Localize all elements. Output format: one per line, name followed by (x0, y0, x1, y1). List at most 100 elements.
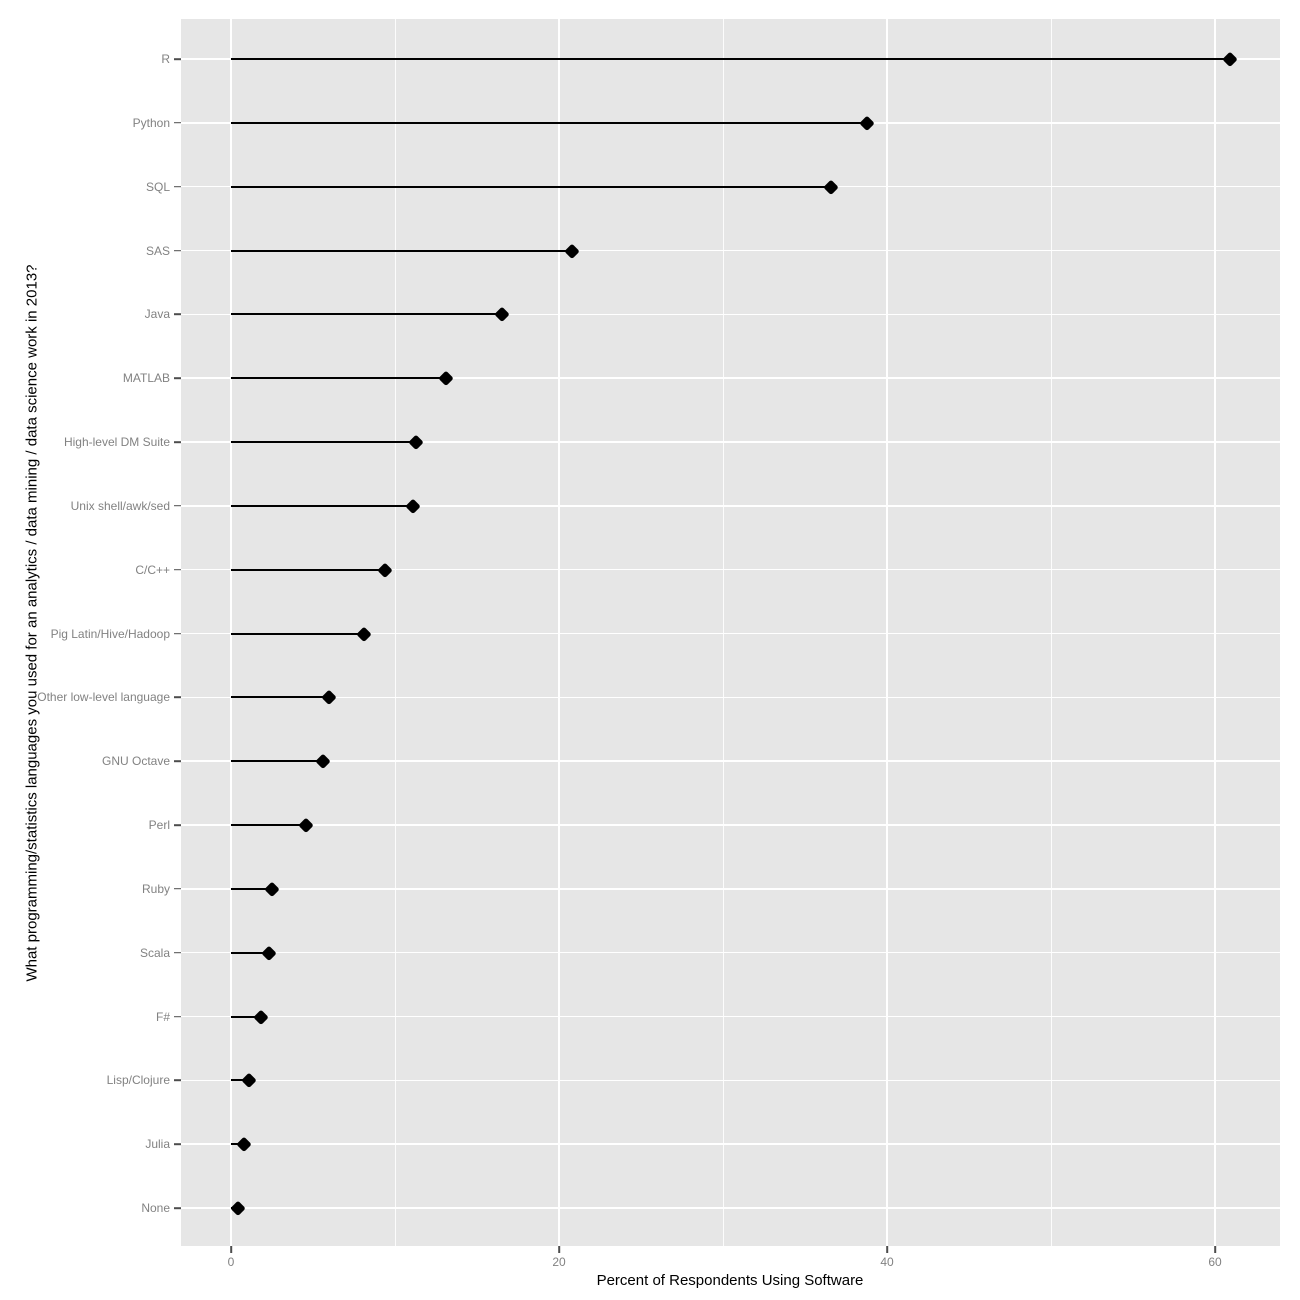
lollipop-dot (299, 817, 314, 833)
gridline-vertical-minor (1051, 19, 1052, 1246)
y-axis-tick-mark (174, 1207, 181, 1209)
y-axis-label: Java (144, 307, 170, 322)
y-axis-label: None (141, 1201, 170, 1215)
lollipop-dot (253, 1009, 268, 1024)
y-axis-tick-mark (174, 1015, 181, 1018)
y-axis-tick-mark (174, 505, 181, 507)
gridline-vertical-major (886, 19, 888, 1246)
y-axis-tick-mark (174, 58, 181, 60)
y-axis-tick-mark (174, 377, 181, 379)
y-axis-tick-mark (174, 1079, 181, 1082)
y-axis-tick-mark (174, 632, 181, 635)
gridline-horizontal (181, 888, 1280, 890)
y-axis-label: Python (132, 115, 170, 130)
y-axis-label: Ruby (141, 881, 170, 896)
y-axis-tick-mark (174, 249, 181, 252)
x-axis-tick-label: 20 (552, 1255, 566, 1269)
gridline-horizontal (181, 696, 1280, 699)
lollipop-dot (356, 626, 372, 641)
y-axis-label: Other low-level language (37, 690, 170, 705)
gridline-horizontal (181, 1015, 1280, 1018)
y-axis-label: Julia (145, 1137, 170, 1152)
x-axis-tick-mark (1214, 1246, 1216, 1253)
lollipop-dot (494, 306, 510, 322)
lollipop-stem (231, 568, 386, 571)
y-axis-tick-mark (174, 568, 181, 571)
lollipop-dot (241, 1072, 257, 1088)
lollipop-dot (564, 243, 580, 258)
lollipop-dot (236, 1136, 252, 1152)
lollipop-stem (231, 760, 323, 763)
lollipop-dot (261, 945, 277, 961)
y-axis-tick-mark (174, 951, 181, 954)
y-axis-label: SAS (145, 243, 170, 258)
gridline-horizontal (181, 951, 1280, 954)
gridline-horizontal (181, 313, 1280, 316)
gridline-vertical-major (558, 19, 560, 1246)
y-axis-label: C/C++ (135, 562, 170, 577)
gridline-vertical-major (1214, 19, 1216, 1246)
lollipop-stem (231, 824, 307, 826)
lollipop-dot (405, 498, 421, 514)
lollipop-stem (231, 696, 330, 699)
lollipop-dot (438, 370, 454, 386)
y-axis-label: Pig Latin/Hive/Hadoop (50, 626, 170, 641)
lollipop-dot (230, 1200, 245, 1216)
lollipop-dot (315, 753, 331, 769)
gridline-horizontal (181, 1207, 1280, 1209)
lollipop-dot (321, 689, 337, 705)
y-axis-label: Scala (139, 945, 170, 960)
gridline-horizontal (181, 377, 1280, 379)
gridline-horizontal (181, 505, 1280, 507)
y-axis-label: Perl (148, 818, 170, 832)
gridline-vertical-minor (723, 19, 724, 1246)
lollipop-stem (231, 377, 446, 380)
lollipop-dot (823, 179, 839, 195)
gridline-horizontal (181, 1079, 1280, 1082)
gridline-horizontal (181, 568, 1280, 571)
y-axis-tick-mark (174, 760, 181, 762)
y-axis-label: High-level DM Suite (63, 435, 170, 449)
y-axis-label: R (161, 52, 170, 66)
lollipop-dot (377, 562, 393, 578)
gridline-horizontal (181, 441, 1280, 443)
lollipop-stem (231, 887, 272, 890)
plot-panel (181, 19, 1280, 1246)
lollipop-dot (408, 434, 424, 450)
gridline-horizontal (181, 824, 1280, 826)
lollipop-stem (231, 951, 269, 954)
y-axis-tick-mark (174, 1143, 181, 1145)
x-axis-tick-mark (558, 1246, 560, 1253)
x-axis-tick-label: 0 (227, 1255, 235, 1269)
gridline-vertical-minor (395, 19, 396, 1246)
y-axis-tick-mark (174, 441, 181, 443)
y-axis-label: Lisp/Clojure (106, 1073, 170, 1088)
lollipop-stem (231, 58, 1230, 60)
y-axis-label: MATLAB (122, 371, 170, 386)
lollipop-stem (231, 441, 417, 443)
y-axis-label: SQL (145, 179, 170, 194)
y-axis-tick-mark (174, 313, 181, 316)
y-axis-tick-mark (174, 122, 181, 124)
lollipop-stem (231, 504, 414, 507)
y-axis-label: F# (155, 1009, 170, 1024)
y-axis-tick-mark (174, 824, 181, 826)
lollipop-stem (231, 632, 364, 635)
gridline-horizontal (181, 249, 1280, 252)
y-axis-title: What programming/statistics languages yo… (23, 264, 41, 982)
lollipop-stem (231, 249, 573, 252)
lollipop-dot (264, 881, 280, 897)
lollipop-stem (231, 313, 502, 316)
x-axis-tick-label: 60 (1208, 1255, 1222, 1269)
x-axis-tick-mark (886, 1246, 888, 1253)
gridline-horizontal (181, 760, 1280, 762)
y-axis-tick-mark (174, 888, 181, 890)
lollipop-dot (1222, 51, 1238, 67)
lollipop-stem (231, 1079, 250, 1082)
y-axis-tick-mark (174, 185, 181, 188)
lollipop-stem (231, 185, 832, 188)
x-axis-tick-mark (230, 1246, 232, 1253)
x-axis-title: Percent of Respondents Using Software (596, 1272, 864, 1289)
lollipop-dot (859, 115, 875, 131)
